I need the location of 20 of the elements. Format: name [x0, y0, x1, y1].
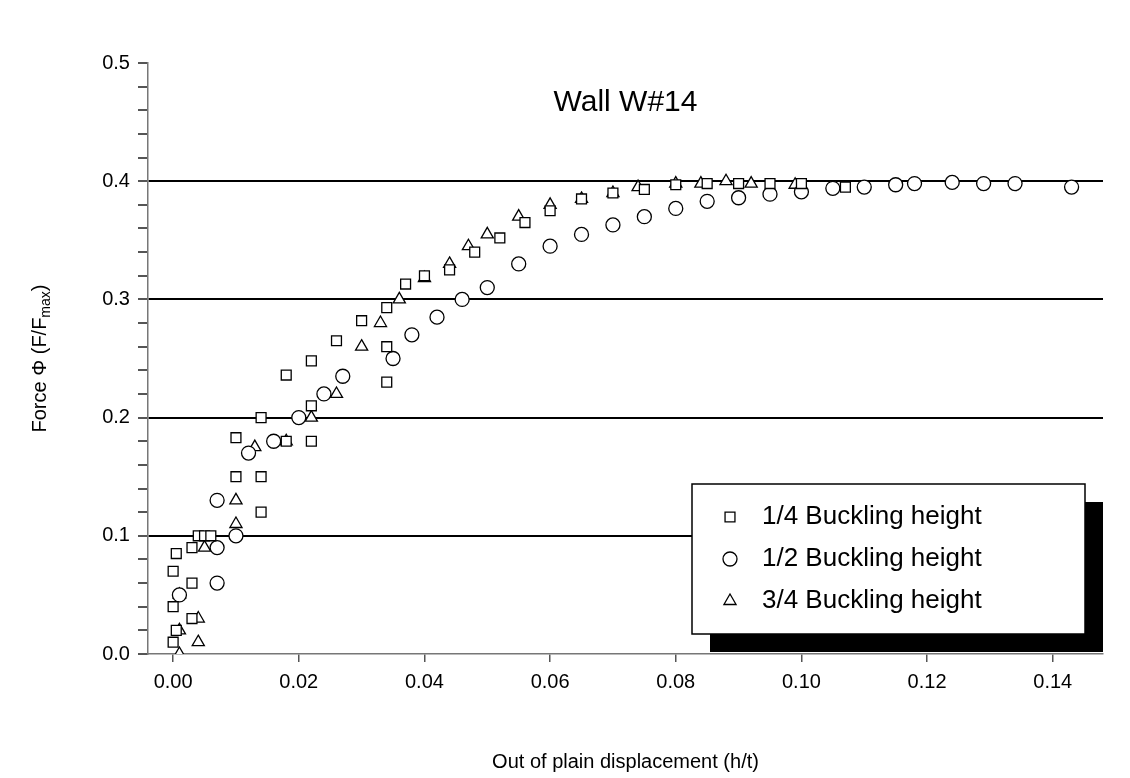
x-tick-label: 0.08	[656, 669, 696, 692]
x-tick-label: 0.14	[1033, 669, 1073, 692]
x-tick-label: 0.12	[907, 669, 947, 692]
y-tick-label: 0.1	[102, 523, 130, 546]
y-tick-label: 0.4	[102, 168, 130, 191]
y-tick-label: 0.2	[102, 405, 130, 428]
y-tick-label: 0.3	[102, 286, 130, 309]
x-tick-label: 0.02	[279, 669, 319, 692]
x-tick-label: 0.06	[530, 669, 570, 692]
legend-label: 1/4 Buckling height	[762, 500, 983, 531]
x-axis-title: Out of plain displacement (h/t)	[492, 749, 759, 772]
x-tick-label: 0.00	[153, 669, 193, 692]
legend-label: 3/4 Buckling height	[762, 584, 983, 615]
legend-label: 1/2 Buckling height	[762, 542, 983, 573]
x-tick-label: 0.04	[404, 669, 444, 692]
y-tick-label: 0.0	[102, 641, 130, 664]
y-tick-label: 0.5	[102, 50, 130, 73]
y-axis-title: Force Φ (F/Fmax)	[27, 284, 53, 433]
x-tick-label: 0.10	[781, 669, 821, 692]
text: Wall W#14	[553, 84, 698, 118]
